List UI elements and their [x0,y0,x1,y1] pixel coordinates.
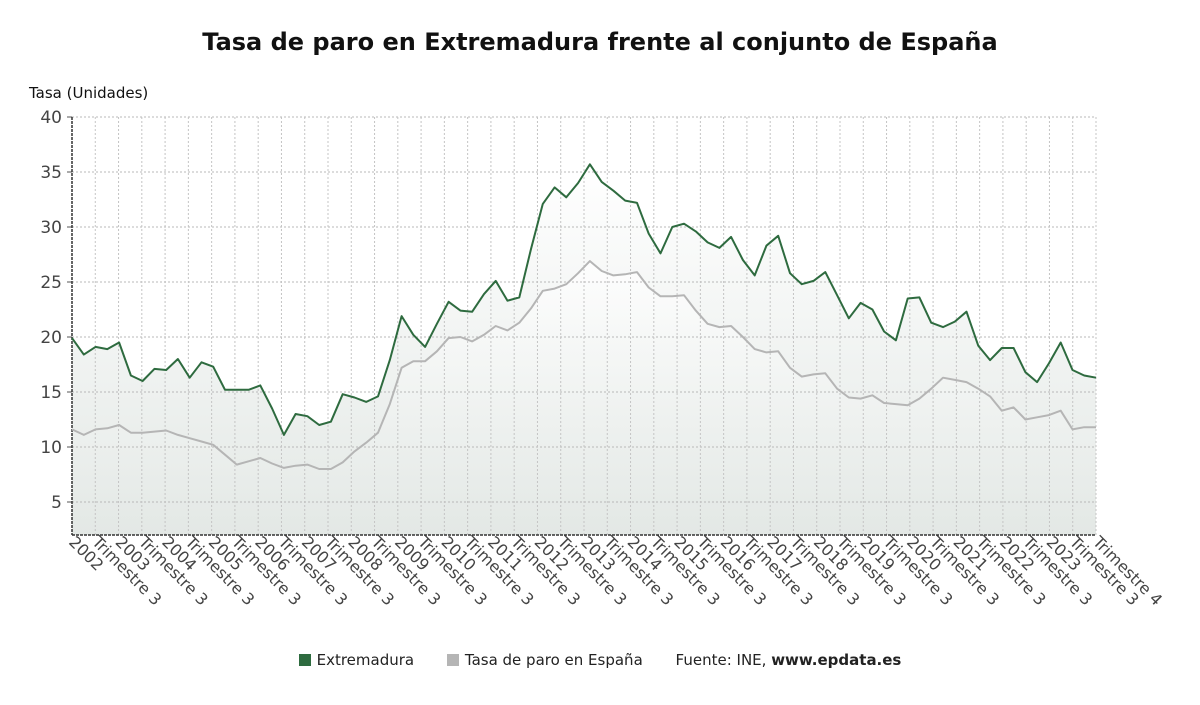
y-tick-label-30: 30 [40,218,62,238]
y-tick-label-10: 10 [40,438,62,458]
series-line-0 [71,163,1097,436]
y-axis-label: Tasa (Unidades) [29,84,149,102]
source-prefix: Fuente: INE, [675,650,772,669]
y-tick-label-5: 5 [51,493,62,513]
legend-item-extremadura[interactable]: Extremadura [298,650,415,669]
source-link[interactable]: www.epdata.es [771,650,902,669]
legend-label-extremadura: Extremadura [316,650,415,669]
y-tick-label-20: 20 [40,328,62,348]
source-note: Fuente: INE, www.epdata.es [676,651,902,669]
legend-swatch-extremadura [298,653,311,666]
series-line-1 [71,260,1096,470]
y-tick-label-25: 25 [40,273,62,293]
legend-label-espana: Tasa de paro en España [464,650,643,669]
legend-swatch-espana [446,653,459,666]
y-tick-label-15: 15 [40,383,62,403]
chart-title: Tasa de paro en Extremadura frente al co… [202,28,998,56]
y-tick-label-35: 35 [40,163,62,183]
y-tick-label-40: 40 [40,108,62,128]
legend-item-espana[interactable]: Tasa de paro en España [446,650,643,669]
legend: Extremadura Tasa de paro en España Fuent… [0,650,1200,669]
